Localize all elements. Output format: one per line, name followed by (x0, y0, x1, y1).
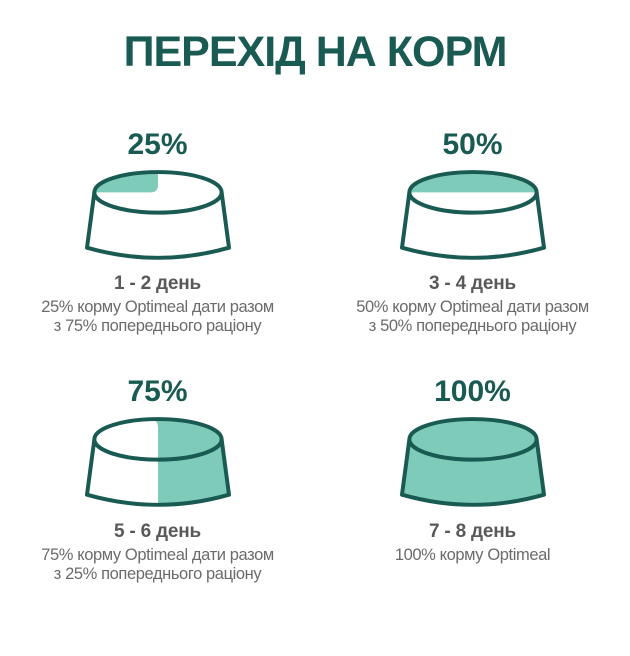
step-75: 75% 5 - 6 день 75% корму Optimeal дати р… (0, 375, 315, 583)
food-transition-infographic: ПЕРЕХІД НА КОРМ 25% 1 - 2 день 25% корму… (0, 26, 630, 656)
steps-grid: 25% 1 - 2 день 25% корму Optimeal дати р… (0, 128, 630, 584)
step-50-description-line1: 50% корму Optimeal дати разом (356, 298, 589, 317)
step-100-description-line1: 100% корму Optimeal (394, 545, 551, 564)
page-title: ПЕРЕХІД НА КОРМ (123, 28, 508, 76)
bowl-50-icon (399, 170, 546, 260)
bowl-outline (84, 190, 231, 260)
step-75-days: 5 - 6 день (113, 520, 202, 542)
bowl-fill-100-full (401, 419, 544, 506)
step-50-days: 3 - 4 день (428, 273, 517, 295)
step-25-days: 1 - 2 день (113, 273, 202, 295)
bowl-75-icon (84, 417, 231, 508)
bowl-rim-outline (406, 170, 539, 215)
step-75-description-line2: з 25% попереднього раціону (53, 564, 262, 583)
bowl-rim-outline (91, 417, 224, 462)
bowl-rim-outline (406, 417, 539, 462)
bowl-fill-50-half (408, 172, 537, 193)
step-50-percent-label: 50% (442, 128, 503, 161)
step-25: 25% 1 - 2 день 25% корму Optimeal дати р… (0, 128, 315, 336)
step-50-description-line2: з 50% попереднього раціону (368, 317, 577, 336)
bowl-outline (399, 437, 546, 508)
step-100-percent-label: 100% (434, 375, 511, 409)
step-25-description-line1: 25% корму Optimeal дати разом (41, 298, 274, 317)
bowl-outline (84, 437, 231, 508)
bowl-fill-25-quarter (93, 172, 158, 193)
bowl-rim-outline (91, 170, 224, 215)
bowl-25-icon (84, 170, 231, 260)
step-100: 100% 7 - 8 день 100% корму Optimeal (315, 375, 630, 583)
step-50: 50% 3 - 4 день 50% корму Optimeal дати р… (315, 128, 630, 336)
bowl-outline (399, 190, 546, 260)
step-100-days: 7 - 8 день (428, 520, 517, 542)
bowl-100-icon (399, 417, 546, 508)
step-25-description-line2: з 75% попереднього раціону (53, 317, 262, 336)
step-75-description-line1: 75% корму Optimeal дати разом (41, 545, 274, 564)
step-75-percent-label: 75% (127, 375, 188, 409)
step-25-percent-label: 25% (127, 128, 188, 161)
bowl-empty-25-quarter (86, 419, 158, 506)
